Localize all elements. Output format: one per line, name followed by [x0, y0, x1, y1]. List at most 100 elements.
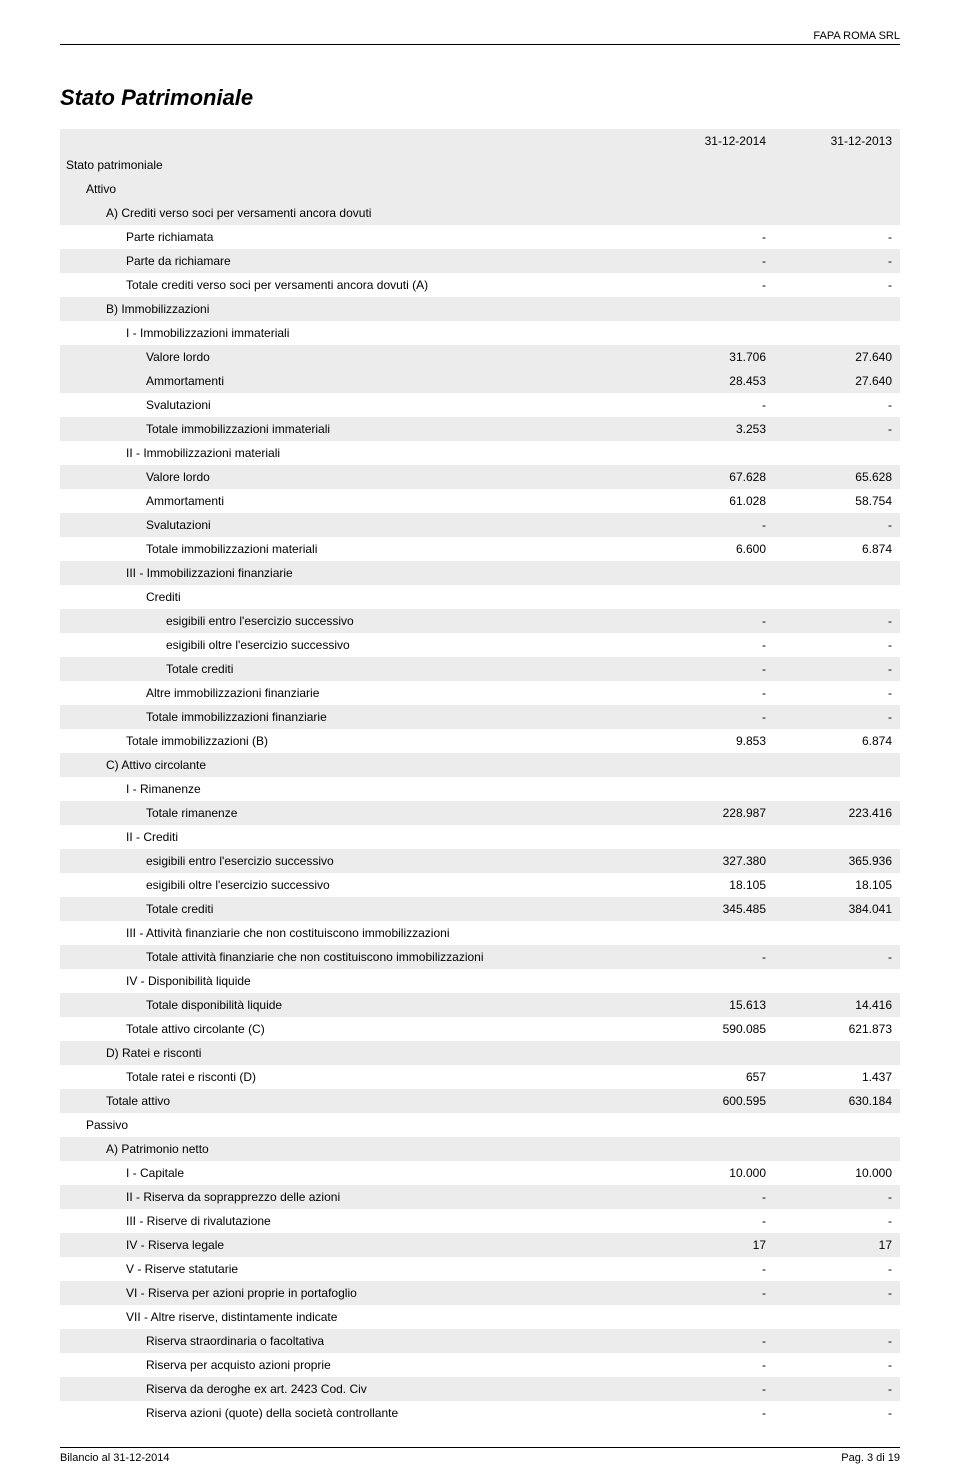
document-page: FAPA ROMA SRL Stato Patrimoniale 31-12-2…: [0, 0, 960, 1484]
row-value-2013: -: [774, 681, 900, 705]
table-row: III - Riserve di rivalutazione--: [60, 1209, 900, 1233]
row-label: A) Patrimonio netto: [60, 1137, 648, 1161]
row-value-2013: [774, 1305, 900, 1329]
row-value-2013: -: [774, 1185, 900, 1209]
table-row: A) Crediti verso soci per versamenti anc…: [60, 201, 900, 225]
row-value-2013: [774, 777, 900, 801]
row-value-2014: [648, 777, 774, 801]
table-row: II - Crediti: [60, 825, 900, 849]
table-row: Riserva straordinaria o facoltativa--: [60, 1329, 900, 1353]
row-value-2014: 28.453: [648, 369, 774, 393]
row-label: Valore lordo: [60, 465, 648, 489]
row-label: Riserva da deroghe ex art. 2423 Cod. Civ: [60, 1377, 648, 1401]
row-label: V - Riserve statutarie: [60, 1257, 648, 1281]
row-label: Parte richiamata: [60, 225, 648, 249]
row-value-2014: -: [648, 945, 774, 969]
row-value-2013: -: [774, 1377, 900, 1401]
row-value-2014: 15.613: [648, 993, 774, 1017]
row-value-2013: [774, 201, 900, 225]
table-row: Valore lordo67.62865.628: [60, 465, 900, 489]
row-value-2014: [648, 921, 774, 945]
row-value-2013: 223.416: [774, 801, 900, 825]
row-value-2014: 10.000: [648, 1161, 774, 1185]
row-value-2013: 621.873: [774, 1017, 900, 1041]
row-value-2014: 9.853: [648, 729, 774, 753]
row-label: Totale attivo: [60, 1089, 648, 1113]
row-label: I - Immobilizzazioni immateriali: [60, 321, 648, 345]
row-value-2014: [648, 153, 774, 177]
row-value-2014: -: [648, 705, 774, 729]
row-label: Totale crediti: [60, 657, 648, 681]
table-row: Ammortamenti61.02858.754: [60, 489, 900, 513]
row-value-2014: 3.253: [648, 417, 774, 441]
row-label: Ammortamenti: [60, 369, 648, 393]
table-row: Riserva azioni (quote) della società con…: [60, 1401, 900, 1425]
table-row: IV - Riserva legale1717: [60, 1233, 900, 1257]
row-label: Altre immobilizzazioni finanziarie: [60, 681, 648, 705]
row-value-2014: 228.987: [648, 801, 774, 825]
row-label: Stato patrimoniale: [60, 153, 648, 177]
row-value-2013: -: [774, 513, 900, 537]
row-value-2014: [648, 177, 774, 201]
row-label: VI - Riserva per azioni proprie in porta…: [60, 1281, 648, 1305]
table-row: Riserva per acquisto azioni proprie--: [60, 1353, 900, 1377]
table-row: II - Immobilizzazioni materiali: [60, 441, 900, 465]
row-value-2014: [648, 297, 774, 321]
table-row: V - Riserve statutarie--: [60, 1257, 900, 1281]
table-row: Svalutazioni--: [60, 393, 900, 417]
row-label: III - Immobilizzazioni finanziarie: [60, 561, 648, 585]
table-row: C) Attivo circolante: [60, 753, 900, 777]
row-label: D) Ratei e risconti: [60, 1041, 648, 1065]
row-value-2014: -: [648, 225, 774, 249]
table-row: Totale crediti345.485384.041: [60, 897, 900, 921]
row-label: II - Crediti: [60, 825, 648, 849]
row-label: esigibili oltre l'esercizio successivo: [60, 873, 648, 897]
row-value-2014: [648, 753, 774, 777]
row-value-2013: [774, 297, 900, 321]
row-value-2014: [648, 585, 774, 609]
row-label: Parte da richiamare: [60, 249, 648, 273]
row-value-2013: [774, 441, 900, 465]
row-label: Totale immobilizzazioni finanziarie: [60, 705, 648, 729]
row-value-2013: 27.640: [774, 345, 900, 369]
row-value-2014: [648, 1137, 774, 1161]
row-value-2014: [648, 825, 774, 849]
row-value-2013: [774, 825, 900, 849]
table-row: Parte richiamata--: [60, 225, 900, 249]
row-value-2013: 384.041: [774, 897, 900, 921]
table-row: Passivo: [60, 1113, 900, 1137]
table-row: Attivo: [60, 177, 900, 201]
row-label: Riserva straordinaria o facoltativa: [60, 1329, 648, 1353]
row-label: Totale crediti: [60, 897, 648, 921]
row-label: A) Crediti verso soci per versamenti anc…: [60, 201, 648, 225]
row-value-2013: -: [774, 393, 900, 417]
row-value-2013: -: [774, 1257, 900, 1281]
header-empty-cell: [60, 129, 648, 153]
row-value-2013: [774, 1113, 900, 1137]
table-row: esigibili entro l'esercizio successivo--: [60, 609, 900, 633]
row-value-2013: [774, 921, 900, 945]
table-row: Totale immobilizzazioni finanziarie--: [60, 705, 900, 729]
row-value-2014: 18.105: [648, 873, 774, 897]
row-value-2014: 31.706: [648, 345, 774, 369]
row-label: C) Attivo circolante: [60, 753, 648, 777]
table-row: Svalutazioni--: [60, 513, 900, 537]
table-row: Parte da richiamare--: [60, 249, 900, 273]
table-header-row: 31-12-2014 31-12-2013: [60, 129, 900, 153]
table-row: Totale crediti--: [60, 657, 900, 681]
table-row: Totale rimanenze228.987223.416: [60, 801, 900, 825]
footer-right: Pag. 3 di 19: [841, 1452, 900, 1464]
row-value-2013: 630.184: [774, 1089, 900, 1113]
balance-sheet-table: 31-12-2014 31-12-2013 Stato patrimoniale…: [60, 129, 900, 1425]
table-row: Totale immobilizzazioni (B)9.8536.874: [60, 729, 900, 753]
row-label: Ammortamenti: [60, 489, 648, 513]
row-value-2014: 657: [648, 1065, 774, 1089]
row-value-2014: -: [648, 1257, 774, 1281]
table-row: Totale attivo circolante (C)590.085621.8…: [60, 1017, 900, 1041]
row-value-2014: -: [648, 393, 774, 417]
row-value-2014: 17: [648, 1233, 774, 1257]
row-label: Totale disponibilità liquide: [60, 993, 648, 1017]
row-value-2014: -: [648, 273, 774, 297]
row-label: Totale immobilizzazioni immateriali: [60, 417, 648, 441]
row-value-2013: -: [774, 273, 900, 297]
